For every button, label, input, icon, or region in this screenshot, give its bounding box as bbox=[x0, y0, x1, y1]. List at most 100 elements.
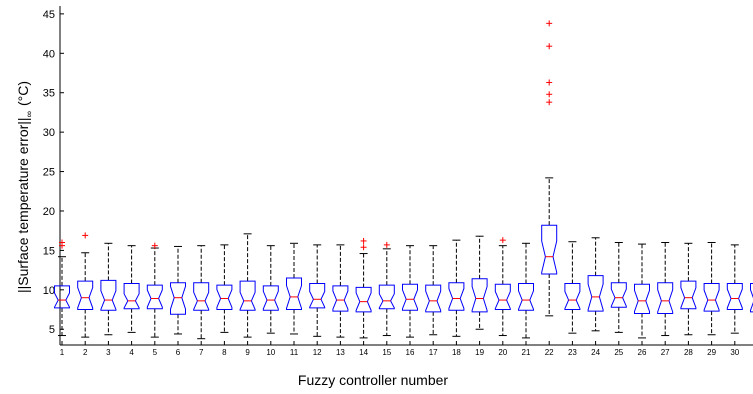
box-13: 13 bbox=[333, 245, 348, 357]
notched-box bbox=[171, 283, 186, 315]
box-11: 11 bbox=[287, 243, 302, 357]
box-8: 8 bbox=[217, 245, 232, 357]
outlier-marker bbox=[546, 99, 552, 105]
box-30: 30 bbox=[727, 245, 742, 357]
box-7: 7 bbox=[194, 246, 209, 357]
box-3: 3 bbox=[101, 243, 116, 357]
x-tick-label: 20 bbox=[498, 348, 507, 357]
x-tick-label: 30 bbox=[730, 348, 739, 357]
notched-box bbox=[194, 283, 209, 311]
notched-box bbox=[55, 286, 70, 308]
notched-box bbox=[565, 284, 580, 310]
x-tick-label: 18 bbox=[452, 348, 461, 357]
notched-box bbox=[727, 284, 742, 310]
x-tick-label: 9 bbox=[245, 348, 250, 357]
x-tick-label: 11 bbox=[290, 348, 299, 357]
y-tick-label: 20 bbox=[43, 206, 55, 218]
notched-box bbox=[449, 283, 464, 311]
x-tick-label: 19 bbox=[475, 348, 484, 357]
x-tick-label: 12 bbox=[313, 348, 322, 357]
notched-box bbox=[263, 286, 278, 310]
y-tick-label: 30 bbox=[43, 127, 55, 139]
notched-box bbox=[356, 287, 371, 312]
notched-box bbox=[426, 285, 441, 312]
x-axis-title: Fuzzy controller number bbox=[298, 372, 449, 388]
x-tick-label: 14 bbox=[359, 348, 368, 357]
notched-box bbox=[310, 284, 325, 308]
box-17: 17 bbox=[426, 246, 441, 357]
outlier-marker bbox=[546, 91, 552, 97]
notched-box bbox=[147, 285, 162, 309]
box-10: 10 bbox=[263, 246, 278, 357]
box-16: 16 bbox=[403, 246, 418, 357]
box-18: 18 bbox=[449, 240, 464, 357]
notched-box bbox=[681, 281, 696, 309]
outlier-marker bbox=[546, 79, 552, 85]
notched-box bbox=[495, 284, 510, 309]
x-tick-label: 24 bbox=[591, 348, 600, 357]
box-22: 22 bbox=[542, 20, 557, 357]
notched-box bbox=[542, 225, 557, 274]
y-tick-label: 15 bbox=[43, 245, 55, 257]
outlier-marker bbox=[500, 237, 506, 243]
x-tick-label: 1 bbox=[60, 348, 65, 357]
y-axis-title: ||Surface temperature error||∞(°C) bbox=[15, 81, 34, 293]
box-21: 21 bbox=[519, 243, 534, 357]
x-tick-label: 5 bbox=[153, 348, 158, 357]
box-9: 9 bbox=[240, 234, 255, 357]
x-tick-label: 13 bbox=[336, 348, 345, 357]
y-tick-label: 5 bbox=[49, 324, 55, 336]
x-tick-label: 22 bbox=[545, 348, 554, 357]
box-28: 28 bbox=[681, 243, 696, 357]
outlier-marker bbox=[361, 238, 367, 244]
y-axis-title-subscript: ∞ bbox=[24, 111, 34, 117]
box-15: 15 bbox=[379, 242, 394, 357]
box-26: 26 bbox=[635, 244, 650, 357]
notched-box bbox=[472, 279, 487, 312]
notched-box bbox=[333, 286, 348, 311]
box-1: 1 bbox=[55, 240, 70, 357]
box-20: 20 bbox=[495, 237, 510, 357]
x-tick-label: 6 bbox=[176, 348, 181, 357]
notched-box bbox=[611, 283, 626, 308]
box-23: 23 bbox=[565, 242, 580, 357]
notched-box bbox=[78, 281, 93, 309]
outlier-marker bbox=[546, 20, 552, 26]
outlier-marker bbox=[82, 232, 88, 238]
box-5: 5 bbox=[147, 243, 162, 357]
notched-box bbox=[588, 276, 603, 312]
y-axis-title-unit: (°C) bbox=[15, 81, 31, 106]
notched-box bbox=[635, 284, 650, 313]
x-tick-label: 3 bbox=[106, 348, 111, 357]
outlier-marker bbox=[361, 244, 367, 250]
x-tick-label: 26 bbox=[638, 348, 647, 357]
notched-box bbox=[704, 284, 719, 312]
outlier-marker bbox=[546, 43, 552, 49]
outlier-marker bbox=[384, 242, 390, 248]
x-tick-label: 28 bbox=[684, 348, 693, 357]
notched-box bbox=[240, 281, 255, 310]
notched-box bbox=[217, 285, 232, 309]
x-tick-label: 16 bbox=[406, 348, 415, 357]
x-tick-label: 27 bbox=[661, 348, 670, 357]
notched-box bbox=[287, 278, 302, 310]
x-tick-label: 17 bbox=[429, 348, 438, 357]
y-tick-label: 35 bbox=[43, 88, 55, 100]
x-tick-label: 8 bbox=[222, 348, 227, 357]
svg-text:||Surface temperature error||∞: ||Surface temperature error||∞(°C) bbox=[15, 81, 34, 293]
notched-box bbox=[379, 285, 394, 309]
y-tick-label: 10 bbox=[43, 285, 55, 297]
notched-box bbox=[101, 280, 116, 310]
box-4: 4 bbox=[124, 246, 139, 357]
x-tick-label: 15 bbox=[382, 348, 391, 357]
x-tick-label: 4 bbox=[129, 348, 134, 357]
box-25: 25 bbox=[611, 243, 626, 357]
x-tick-label: 10 bbox=[266, 348, 275, 357]
box-2: 2 bbox=[78, 232, 93, 357]
box-6: 6 bbox=[171, 246, 186, 357]
x-tick-label: 21 bbox=[522, 348, 531, 357]
x-tick-label: 7 bbox=[199, 348, 204, 357]
notched-box bbox=[519, 284, 534, 311]
